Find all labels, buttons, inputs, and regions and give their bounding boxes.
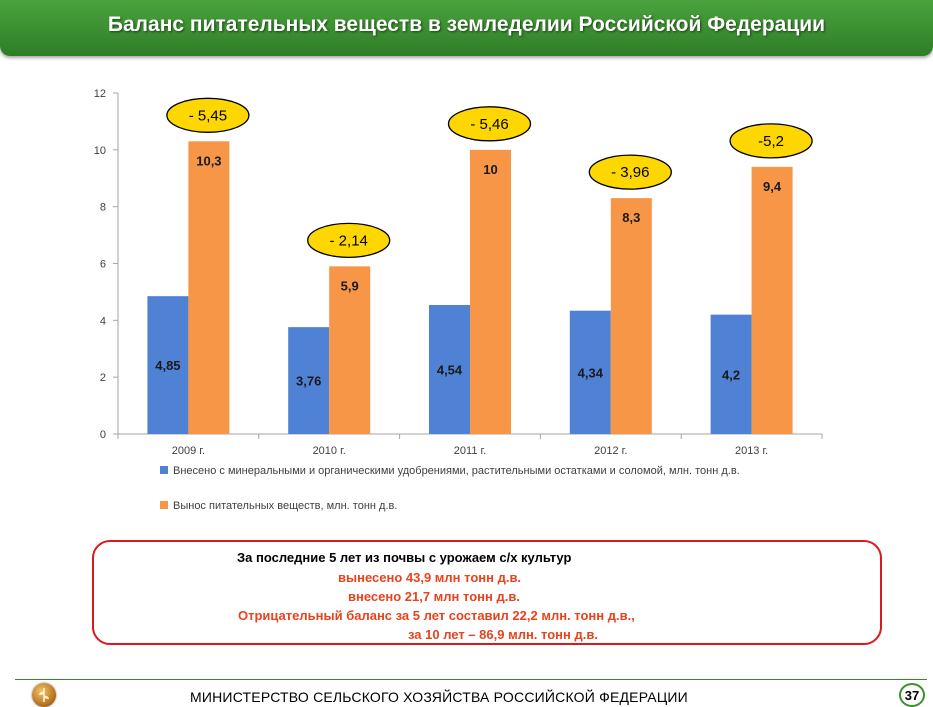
y-tick-label: 0 [100, 429, 106, 441]
ministry-logo-icon [32, 683, 56, 707]
bar-applied-label: 4,54 [437, 362, 463, 377]
bar-removed-label: 10,3 [196, 153, 221, 168]
balance-annotation-bubble [729, 123, 813, 159]
title-bar: Баланс питательных веществ в земледелии … [0, 0, 933, 56]
balance-annotation-bubble [307, 222, 391, 258]
bar-removed-label: 5,9 [341, 278, 359, 293]
y-tick-label: 4 [100, 315, 106, 327]
x-tick-label: 2009 г. [172, 445, 205, 457]
x-tick-label: 2012 г. [594, 445, 627, 457]
balance-annotation-label: - 5,45 [189, 107, 227, 124]
balance-annotation-label: - 5,46 [470, 116, 508, 133]
legend-label: Внесено с минеральными и органическими у… [173, 465, 740, 477]
bar-applied [429, 304, 470, 434]
bar-applied [569, 310, 611, 434]
x-tick-label: 2013 г. [735, 445, 768, 457]
summary-line-intro: За последние 5 лет из почвы с урожаем с/… [237, 550, 572, 565]
balance-annotation-bubble [588, 154, 672, 190]
legend-swatch [160, 501, 168, 509]
bar-applied [288, 327, 330, 434]
balance-annotation-label: - 3,96 [611, 164, 649, 181]
summary-line-applied: внесено 21,7 млн тонн д.в. [348, 589, 520, 604]
bar-removed [470, 149, 511, 435]
bar-removed [610, 198, 652, 434]
bar-applied-label: 4,2 [722, 367, 740, 382]
ministry-name: МИНИСТЕРСТВО СЕЛЬСКОГО ХОЗЯЙСТВА РОССИЙС… [190, 689, 688, 705]
legend-label: Вынос питательных веществ, млн. тонн д.в… [173, 500, 397, 512]
balance-annotation-label: -5,2 [758, 133, 784, 150]
y-tick-label: 2 [100, 372, 106, 384]
y-tick-label: 10 [94, 145, 106, 157]
legend-swatch [160, 466, 168, 474]
x-tick-label: 2010 г. [313, 445, 346, 457]
summary-line-balance-5y: Отрицательный баланс за 5 лет составил 2… [238, 608, 635, 623]
page-number-badge: 37 [899, 683, 925, 707]
bar-removed-label: 8,3 [622, 210, 640, 225]
y-tick-label: 12 [94, 88, 106, 100]
bar-applied-label: 3,76 [296, 374, 321, 389]
summary-line-removed: вынесено 43,9 млн тонн д.в. [338, 570, 522, 585]
bar-removed [329, 266, 371, 434]
balance-annotation-bubble [166, 97, 250, 133]
y-tick-label: 6 [100, 259, 106, 271]
y-tick-label: 8 [100, 202, 106, 214]
bar-removed-label: 10 [483, 162, 497, 177]
bar-applied [147, 296, 189, 434]
summary-line-balance-10y: за 10 лет – 86,9 млн. тонн д.в. [408, 627, 598, 642]
page-number: 37 [904, 687, 920, 703]
bar-removed [751, 166, 793, 434]
bar-chart: 0 2 4 6 8 10 12 2009 г. 4,85 10,3 - 5,45 2010 г. 3,7… [94, 88, 823, 512]
bar-removed-label: 9,4 [763, 179, 782, 194]
balance-annotation-bubble [447, 106, 532, 142]
bar-applied-label: 4,34 [578, 365, 604, 380]
page-title: Баланс питательных веществ в земледелии … [107, 13, 826, 36]
footer-divider [15, 679, 927, 680]
bar-applied-label: 4,85 [155, 358, 180, 373]
summary-box: За последние 5 лет из почвы с урожаем с/… [92, 540, 882, 645]
bar-removed [188, 141, 230, 434]
balance-annotation-label: - 2,14 [330, 232, 368, 249]
bar-applied [710, 314, 752, 434]
x-tick-label: 2011 г. [454, 445, 486, 457]
